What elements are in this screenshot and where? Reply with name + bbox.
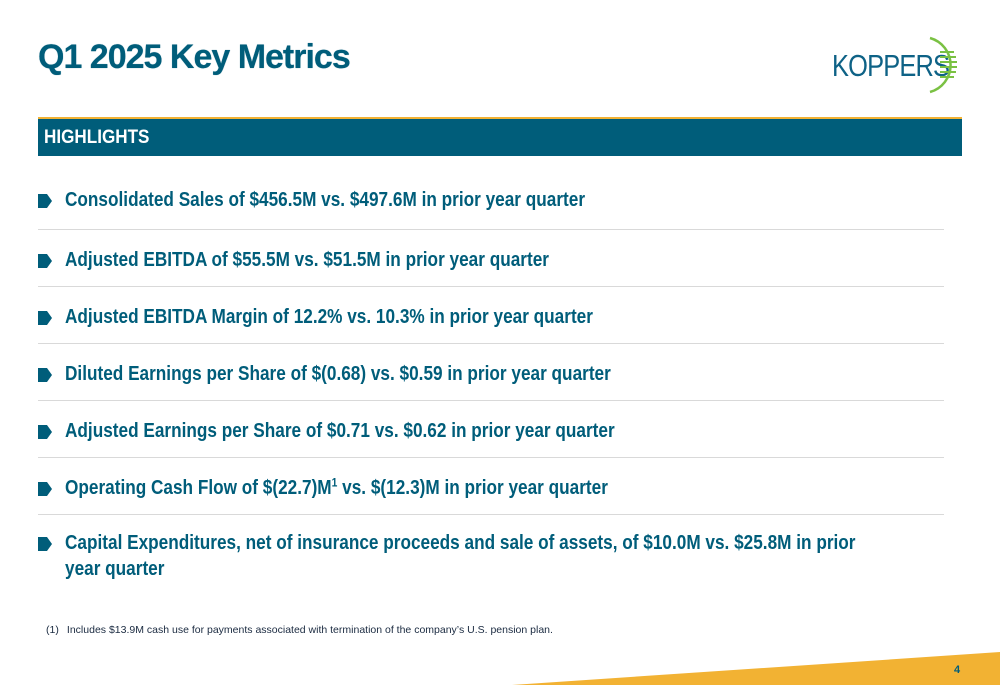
footnote: (1) Includes $13.9M cash use for payment… bbox=[46, 624, 553, 636]
bullet-icon bbox=[38, 482, 52, 496]
highlight-text-line1: Capital Expenditures, net of insurance p… bbox=[65, 532, 856, 554]
highlights-header-bar bbox=[38, 119, 962, 156]
page-number: 4 bbox=[954, 664, 961, 676]
bullet-icon bbox=[38, 537, 52, 551]
bullet-icon bbox=[38, 368, 52, 382]
list-item: Consolidated Sales of $456.5M vs. $497.6… bbox=[38, 176, 944, 230]
list-item: Adjusted Earnings per Share of $0.71 vs.… bbox=[38, 401, 944, 458]
list-item: Capital Expenditures, net of insurance p… bbox=[38, 515, 944, 591]
highlight-text: Consolidated Sales of $456.5M vs. $497.6… bbox=[65, 189, 586, 211]
highlight-text: Adjusted EBITDA Margin of 12.2% vs. 10.3… bbox=[65, 306, 593, 328]
footnote-ref: 1 bbox=[331, 475, 338, 490]
highlight-text-tail: vs. $(12.3)M in prior year quarter bbox=[337, 477, 608, 499]
footnote-marker: (1) bbox=[46, 624, 59, 636]
logo-swoosh-icon bbox=[929, 36, 957, 94]
highlight-text-main: Operating Cash Flow of $(22.7)M bbox=[65, 477, 332, 499]
bullet-icon bbox=[38, 425, 52, 439]
highlight-text: Diluted Earnings per Share of $(0.68) vs… bbox=[65, 363, 611, 385]
logo-wordmark: KOPPERS bbox=[832, 48, 950, 83]
highlights-header: HIGHLIGHTS bbox=[44, 127, 150, 148]
list-item: Diluted Earnings per Share of $(0.68) vs… bbox=[38, 344, 944, 401]
list-item: Adjusted EBITDA Margin of 12.2% vs. 10.3… bbox=[38, 287, 944, 344]
footnote-text: Includes $13.9M cash use for payments as… bbox=[66, 624, 553, 636]
highlight-text: Adjusted EBITDA of $55.5M vs. $51.5M in … bbox=[65, 249, 549, 271]
bullet-icon bbox=[38, 194, 52, 208]
bullet-icon bbox=[38, 254, 52, 268]
highlights-list: Consolidated Sales of $456.5M vs. $497.6… bbox=[38, 176, 944, 591]
koppers-logo: KOPPERS bbox=[828, 34, 968, 96]
highlight-text-line2: year quarter bbox=[65, 558, 165, 580]
highlight-text: Operating Cash Flow of $(22.7)M1 vs. $(1… bbox=[65, 458, 951, 501]
header-accent-rule bbox=[38, 117, 962, 119]
list-item: Adjusted EBITDA of $55.5M vs. $51.5M in … bbox=[38, 230, 944, 287]
highlight-text: Adjusted Earnings per Share of $0.71 vs.… bbox=[65, 420, 615, 442]
highlight-text: Capital Expenditures, net of insurance p… bbox=[65, 515, 951, 582]
bullet-icon bbox=[38, 311, 52, 325]
slide-title: Q1 2025 Key Metrics bbox=[38, 38, 351, 76]
list-item: Operating Cash Flow of $(22.7)M1 vs. $(1… bbox=[38, 458, 944, 515]
